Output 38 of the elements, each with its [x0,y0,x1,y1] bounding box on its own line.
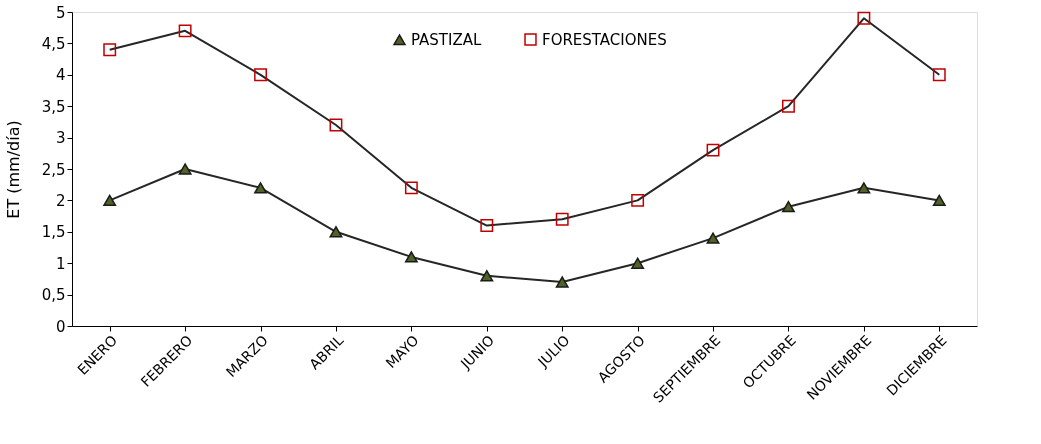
point [404,181,418,195]
legend-label: FORESTACIONES [542,30,667,49]
point [329,118,343,132]
point [631,193,645,207]
point [555,276,569,288]
y-tick-label: 3 [55,129,66,148]
point [782,200,795,213]
y-tick-label: 0,5 [41,286,66,305]
point [706,232,720,244]
point [857,11,871,25]
point [555,212,569,226]
point [857,182,871,194]
y-tick-label: 4,5 [41,34,66,53]
y-tick-label: 2,5 [41,160,66,179]
point [782,99,795,113]
point [480,270,494,282]
y-tick-label: 5 [55,3,66,22]
point [178,24,192,38]
y-tick-label: 2 [55,191,66,210]
point [932,194,946,207]
point [254,182,267,194]
y-tick-label: 4 [55,66,66,85]
y-tick-label: 3,5 [41,97,66,116]
legend-label: PASTIZAL [411,30,482,49]
point [932,68,946,82]
y-tick-label: 1,5 [41,223,66,242]
point [103,43,117,57]
point [706,143,720,157]
point [631,257,645,269]
point [103,194,117,207]
point [254,68,267,82]
y-tick-label: 0 [55,317,66,336]
y-tick-label: 1 [55,254,66,273]
point [404,251,418,263]
point [480,219,494,232]
point [329,226,343,238]
point [178,163,192,175]
y-axis-title: ET (mm/día) [3,120,23,219]
